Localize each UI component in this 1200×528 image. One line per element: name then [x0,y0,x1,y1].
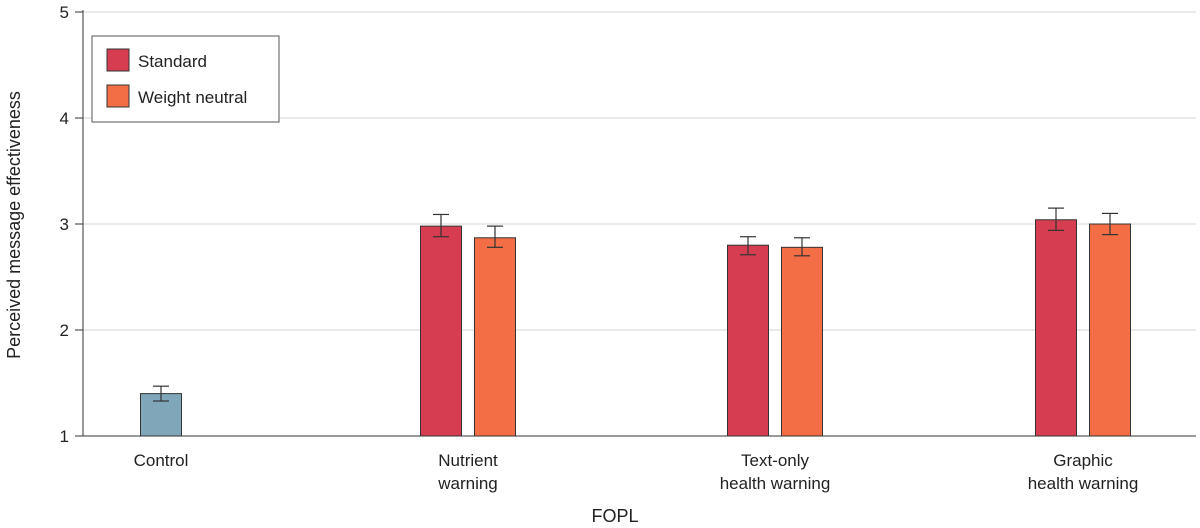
bar-standard [1035,219,1077,437]
y-tick-label: 3 [60,215,69,234]
x-category-label: health warning [720,474,831,493]
bars [140,219,1131,437]
y-tick-labels: 1 2 3 4 5 [60,3,83,446]
axes [82,10,1196,437]
y-tick-label: 2 [60,321,69,340]
bar-standard [727,244,769,437]
y-tick-label: 5 [60,3,69,22]
error-bars [153,207,1118,402]
legend-swatch-standard [106,48,130,72]
legend-label-standard: Standard [138,52,207,71]
x-category-label: health warning [1028,474,1139,493]
x-category-labels: Control Nutrient warning Text-only health wa… [134,451,1139,493]
x-category-label: Text-only [741,451,810,470]
bar-weight-neutral [474,237,516,437]
y-tick-label: 1 [60,427,69,446]
x-category-label: warning [437,474,498,493]
legend-swatch-weight-neutral [106,84,130,108]
legend-label-weight-neutral: Weight neutral [138,88,247,107]
x-category-label: Graphic [1053,451,1113,470]
y-tick-label: 4 [60,109,69,128]
x-category-label: Control [134,451,189,470]
bar-weight-neutral [1089,223,1131,437]
bar-standard [420,225,462,437]
x-axis-title: FOPL [591,506,638,526]
bar-weight-neutral [781,246,823,437]
y-axis-title: Perceived message effectiveness [4,91,24,359]
legend: Standard Weight neutral [91,35,280,123]
x-category-label: Nutrient [438,451,498,470]
